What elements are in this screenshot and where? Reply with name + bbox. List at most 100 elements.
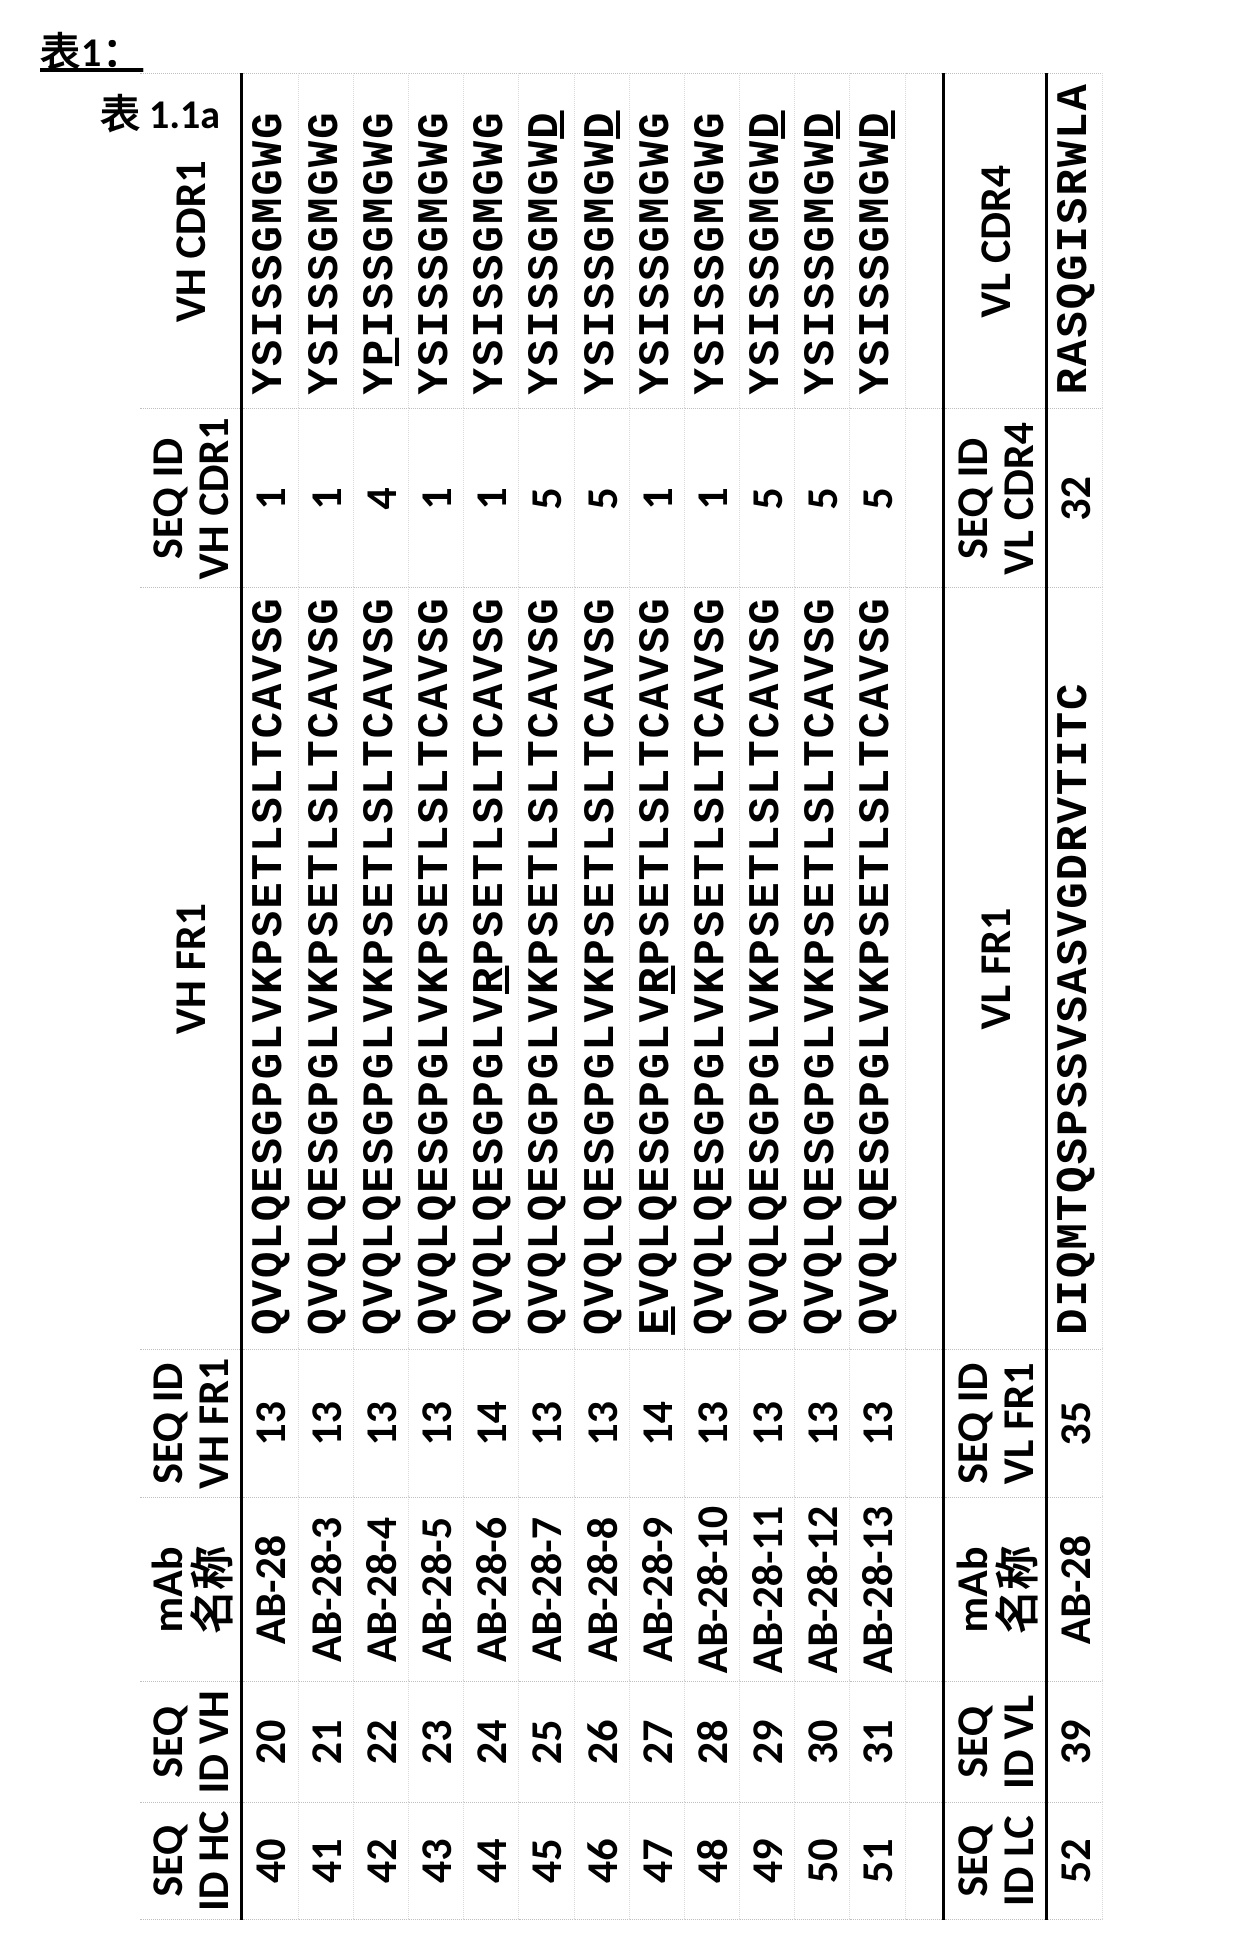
cell: 13	[242, 1349, 298, 1497]
cell: 24	[464, 1682, 519, 1802]
vl-header: SEQID LC SEQID VL mAb名称 SEQ IDVL FR1 VL …	[943, 74, 1046, 1920]
cell: 29	[740, 1682, 795, 1802]
cell: QVQLQESGPGLVKPSETLSLTCAVSG	[519, 588, 574, 1350]
table-row: 4323AB-28-513QVQLQESGPGLVKPSETLSLTCAVSG1…	[408, 74, 463, 1920]
cell: YSISSGMGWG	[684, 74, 739, 409]
cell: 48	[684, 1802, 739, 1919]
col-seqid-vhfr1: SEQ IDVH FR1	[140, 1349, 242, 1497]
cell: 39	[1047, 1682, 1103, 1802]
cell: 25	[519, 1682, 574, 1802]
cell: 35	[1047, 1349, 1103, 1497]
cell: YSISSGMGWG	[242, 74, 298, 409]
cell: 1	[298, 409, 353, 588]
cell: EVQLQESGPGLVRPSETLSLTCAVSG	[629, 588, 684, 1350]
col-seqid-vhcdr1: SEQ IDVH CDR1	[140, 409, 242, 588]
rotated-table-wrap: SEQID HC SEQID VH mAb名称 SEQ IDVH FR1 VH …	[140, 73, 1103, 1920]
cell: 47	[629, 1802, 684, 1919]
cell: 5	[795, 409, 850, 588]
col-mab-name: mAb名称	[140, 1497, 242, 1681]
cell: 43	[408, 1802, 463, 1919]
cell: QVQLQESGPGLVKPSETLSLTCAVSG	[353, 588, 408, 1350]
col-seq-id-vl: SEQID VL	[943, 1682, 1046, 1802]
cell: 14	[464, 1349, 519, 1497]
cell: 31	[850, 1682, 905, 1802]
table-row: 5131AB-28-1313QVQLQESGPGLVKPSETLSLTCAVSG…	[850, 74, 905, 1920]
cell: 28	[684, 1682, 739, 1802]
col-mab-name-vl: mAb名称	[943, 1497, 1046, 1681]
cell: 52	[1047, 1802, 1103, 1919]
cell: 13	[353, 1349, 408, 1497]
table-row: 4727AB-28-914EVQLQESGPGLVRPSETLSLTCAVSG1…	[629, 74, 684, 1920]
cell: 44	[464, 1802, 519, 1919]
vh-header: SEQID HC SEQID VH mAb名称 SEQ IDVH FR1 VH …	[140, 74, 242, 1920]
cell: QVQLQESGPGLVKPSETLSLTCAVSG	[408, 588, 463, 1350]
spacer	[905, 74, 943, 1920]
cell: QVQLQESGPGLVKPSETLSLTCAVSG	[574, 588, 629, 1350]
cell: AB-28-11	[740, 1497, 795, 1681]
cell: 13	[795, 1349, 850, 1497]
cell: YSISSGMGWD	[850, 74, 905, 409]
cell: 13	[850, 1349, 905, 1497]
cell: QVQLQESGPGLVKPSETLSLTCAVSG	[850, 588, 905, 1350]
cell: 51	[850, 1802, 905, 1919]
cell: 27	[629, 1682, 684, 1802]
col-vl-fr1: VL FR1	[943, 588, 1046, 1350]
col-seqid-vlcdr4: SEQ IDVL CDR4	[943, 409, 1046, 588]
cell: 32	[1047, 409, 1103, 588]
cell: AB-28-12	[795, 1497, 850, 1681]
cell: 21	[298, 1682, 353, 1802]
cell: YSISSGMGWG	[298, 74, 353, 409]
cell: 13	[519, 1349, 574, 1497]
cell: 1	[684, 409, 739, 588]
cell: 1	[464, 409, 519, 588]
cell: 22	[353, 1682, 408, 1802]
col-seqid-vlfr1: SEQ IDVL FR1	[943, 1349, 1046, 1497]
cell: 5	[740, 409, 795, 588]
table-row: 4929AB-28-1113QVQLQESGPGLVKPSETLSLTCAVSG…	[740, 74, 795, 1920]
cell: 5	[574, 409, 629, 588]
vl-body: 5239AB-2835DIQMTQSPSSVSASVGDRVTITC32RASQ…	[1047, 74, 1103, 1920]
page: 表1： 表 1.1a SEQID HC SEQID VH mAb名称 SEQ I…	[0, 0, 1240, 1938]
table-row: 4424AB-28-614QVQLQESGPGLVRPSETLSLTCAVSG1…	[464, 74, 519, 1920]
col-seq-id-hc: SEQID HC	[140, 1802, 242, 1919]
cell: 46	[574, 1802, 629, 1919]
cell: AB-28-10	[684, 1497, 739, 1681]
table-row: 4121AB-28-313QVQLQESGPGLVKPSETLSLTCAVSG1…	[298, 74, 353, 1920]
vh-body: 4020AB-2813QVQLQESGPGLVKPSETLSLTCAVSG1YS…	[242, 74, 905, 1920]
table-row: 4525AB-28-713QVQLQESGPGLVKPSETLSLTCAVSG5…	[519, 74, 574, 1920]
cell: AB-28-6	[464, 1497, 519, 1681]
cell: QVQLQESGPGLVKPSETLSLTCAVSG	[298, 588, 353, 1350]
cell: 4	[353, 409, 408, 588]
cell: 13	[298, 1349, 353, 1497]
cell: AB-28	[242, 1497, 298, 1681]
cell: 13	[574, 1349, 629, 1497]
table-row: 4020AB-2813QVQLQESGPGLVKPSETLSLTCAVSG1YS…	[242, 74, 298, 1920]
col-vh-fr1: VH FR1	[140, 588, 242, 1350]
cell: AB-28-9	[629, 1497, 684, 1681]
sequence-table: SEQID HC SEQID VH mAb名称 SEQ IDVH FR1 VH …	[140, 73, 1103, 1920]
cell: 14	[629, 1349, 684, 1497]
table-row: 4222AB-28-413QVQLQESGPGLVKPSETLSLTCAVSG4…	[353, 74, 408, 1920]
table-row: 4828AB-28-1013QVQLQESGPGLVKPSETLSLTCAVSG…	[684, 74, 739, 1920]
table-row: 5030AB-28-1213QVQLQESGPGLVKPSETLSLTCAVSG…	[795, 74, 850, 1920]
table-title-main: 表1：	[40, 20, 220, 78]
cell: YSISSGMGWG	[408, 74, 463, 409]
cell: YSISSGMGWD	[740, 74, 795, 409]
cell: AB-28-8	[574, 1497, 629, 1681]
cell: YSISSGMGWD	[795, 74, 850, 409]
cell: QVQLQESGPGLVRPSETLSLTCAVSG	[464, 588, 519, 1350]
cell: AB-28-13	[850, 1497, 905, 1681]
cell: 23	[408, 1682, 463, 1802]
cell: RASQGISRWLA	[1047, 74, 1103, 409]
cell: YSISSGMGWD	[574, 74, 629, 409]
cell: 1	[408, 409, 463, 588]
cell: 30	[795, 1682, 850, 1802]
cell: 40	[242, 1802, 298, 1919]
cell: 1	[629, 409, 684, 588]
cell: 49	[740, 1802, 795, 1919]
cell: QVQLQESGPGLVKPSETLSLTCAVSG	[242, 588, 298, 1350]
cell: YSISSGMGWG	[629, 74, 684, 409]
cell: 5	[850, 409, 905, 588]
cell: AB-28-4	[353, 1497, 408, 1681]
table-row: 4626AB-28-813QVQLQESGPGLVKPSETLSLTCAVSG5…	[574, 74, 629, 1920]
